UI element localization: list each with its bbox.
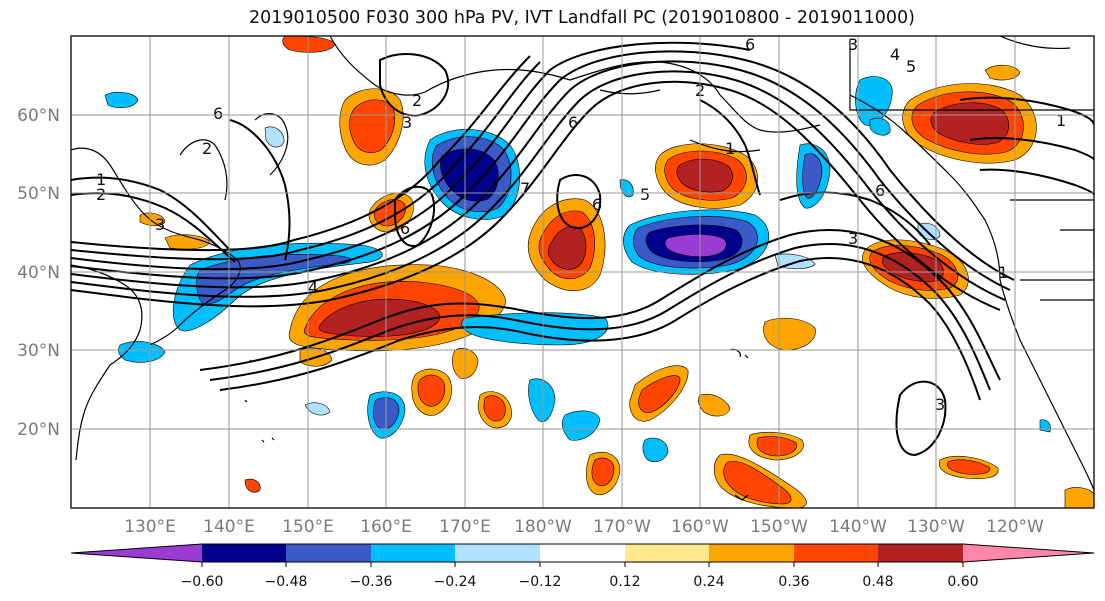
lon-label: 130°E <box>124 517 176 537</box>
colorbar <box>70 543 1095 567</box>
contour-label: 1 <box>725 139 735 158</box>
contour-label: 7 <box>520 179 530 198</box>
lat-label: 50°N <box>17 184 60 204</box>
lon-label: 140°W <box>829 517 887 537</box>
contour-label: 6 <box>592 195 602 214</box>
contour-label: 6 <box>875 181 885 200</box>
contour-label: 2 <box>202 139 212 158</box>
lon-label: 160°W <box>671 517 729 537</box>
lon-label: 120°W <box>986 517 1044 537</box>
contour-label: 2 <box>412 91 422 110</box>
colorbar-tick-label: −0.48 <box>265 574 308 590</box>
colorbar-segment <box>286 544 371 562</box>
contour-label: 3 <box>402 113 412 132</box>
colorbar-segment <box>202 544 286 562</box>
lon-label: 170°W <box>593 517 651 537</box>
colorbar-segment <box>371 544 455 562</box>
lat-labels: 60°N 50°N 40°N 30°N 20°N <box>17 106 60 440</box>
colorbar-tick-label: −0.12 <box>519 574 562 590</box>
lat-label: 30°N <box>17 341 60 361</box>
contour-label: 3 <box>935 395 945 414</box>
contour-label: 5 <box>906 57 916 76</box>
contour-label: 3 <box>155 215 165 234</box>
lon-label: 170°E <box>439 517 491 537</box>
contour-label: 4 <box>890 45 900 64</box>
colorbar-segment <box>625 544 709 562</box>
colorbar-tick-label: −0.36 <box>350 574 393 590</box>
lon-label: 150°E <box>282 517 334 537</box>
lat-label: 40°N <box>17 263 60 283</box>
colorbar-tick-label: 0.12 <box>609 574 640 590</box>
map-frame <box>70 35 1095 509</box>
contour-label: 5 <box>640 185 650 204</box>
pv-contours <box>71 41 1094 457</box>
colorbar-tick-label: 0.48 <box>862 574 893 590</box>
lat-label: 60°N <box>17 106 60 126</box>
colorbar-tick-label: −0.60 <box>181 574 224 590</box>
contour-label: 1 <box>1056 111 1066 130</box>
colorbar-tick-label: −0.24 <box>434 574 477 590</box>
contour-label: 6 <box>213 104 223 123</box>
colorbar-tick-label: 0.24 <box>693 574 724 590</box>
colorbar-extend-right <box>963 544 1094 562</box>
graticule <box>71 36 1094 508</box>
contour-label: 3 <box>848 35 858 54</box>
contour-label: 2 <box>96 185 106 204</box>
contour-label: 3 <box>848 229 858 248</box>
contour-label: 4 <box>308 278 318 297</box>
map-title: 2019010500 F030 300 hPa PV, IVT Landfall… <box>248 8 916 28</box>
map-panel: 6 2 3 2 6 1 5 6 1 2 3 7 4 3 6 1 2 5 4 3 … <box>71 35 1094 508</box>
colorbar-tick-label: 0.60 <box>947 574 978 590</box>
colorbar-ticks: −0.60 −0.48 −0.36 −0.24 −0.12 0.12 0.24 … <box>181 574 979 590</box>
colorbar-segment <box>794 544 878 562</box>
colorbar-segment <box>709 544 794 562</box>
contour-label: 1 <box>96 170 106 189</box>
contour-label: 6 <box>568 113 578 132</box>
lon-label: 150°W <box>750 517 808 537</box>
lon-label: 180°W <box>514 517 572 537</box>
colorbar-segment <box>540 544 625 562</box>
lon-label: 130°W <box>907 517 965 537</box>
colorbar-segment <box>455 544 540 562</box>
contour-label: 6 <box>400 219 410 238</box>
colorbar-extend-left <box>71 544 202 562</box>
colorbar-tick-label: 0.36 <box>778 574 809 590</box>
colorbar-segment <box>878 544 963 562</box>
lon-labels: 130°E 140°E 150°E 160°E 170°E 180°W 170°… <box>124 517 1044 537</box>
contour-label: 6 <box>745 35 755 54</box>
lon-label: 140°E <box>203 517 255 537</box>
lon-label: 160°E <box>360 517 412 537</box>
lat-label: 20°N <box>17 420 60 440</box>
